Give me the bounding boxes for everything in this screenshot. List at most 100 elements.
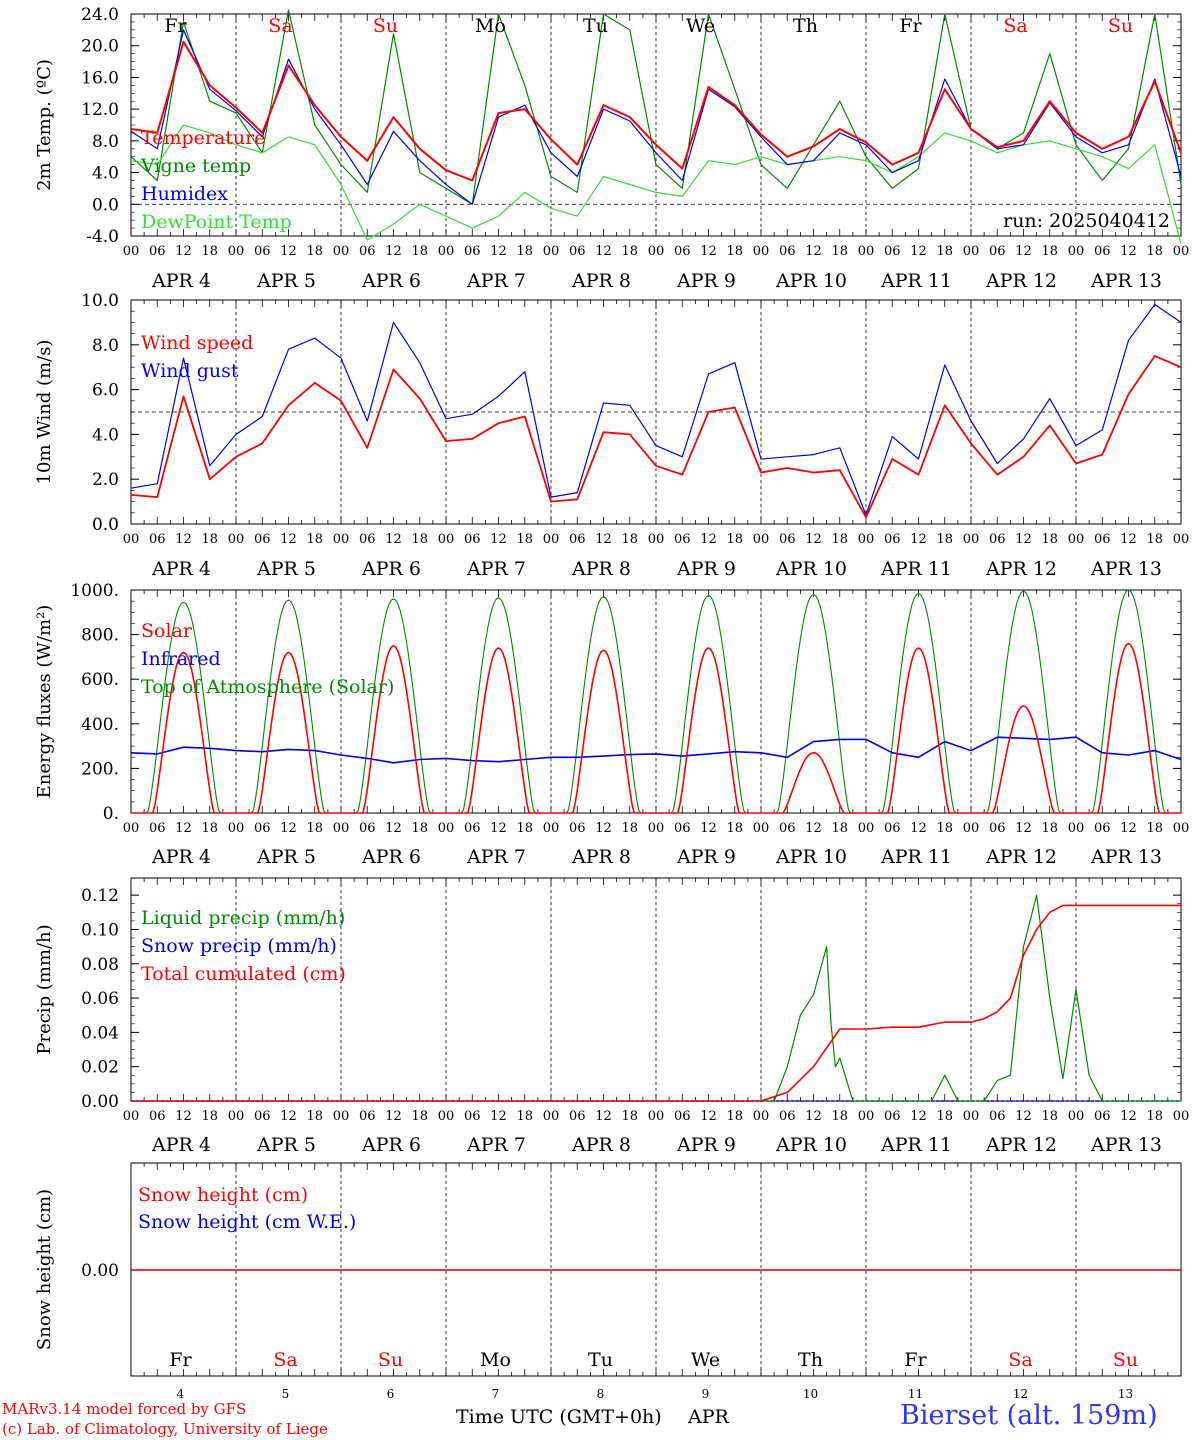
lab-credit: (c) Lab. of Climatology, University of L… [2, 1420, 328, 1438]
hour-tick-label: 06 [569, 532, 586, 547]
series-solar [131, 642, 1181, 814]
date-label: APR 10 [775, 1134, 847, 1156]
model-credit: MARv3.14 model forced by GFS [2, 1400, 247, 1418]
weekday-label: Fr [899, 15, 922, 37]
y-tick-label: -4.0 [86, 227, 119, 247]
hour-tick-label: 00 [963, 244, 980, 259]
y-axis-label: Energy fluxes (W/m²) [34, 605, 55, 799]
hour-tick-label: 12 [490, 532, 507, 547]
hour-tick-label: 00 [648, 1109, 665, 1124]
series-infrared [130, 736, 1182, 764]
date-label: APR 6 [361, 558, 421, 580]
time-axis-label: Time UTC (GMT+0h) [456, 1406, 662, 1428]
weekday-label: Tu [588, 1349, 613, 1371]
weekday-label: Tu [583, 15, 608, 37]
hour-tick-label: 06 [989, 244, 1006, 259]
date-label: APR 4 [151, 558, 211, 580]
hour-tick-label: 12 [1120, 1109, 1137, 1124]
hour-tick-label: 00 [543, 821, 560, 836]
hour-tick-label: 18 [831, 821, 848, 836]
weekday-label: Fr [169, 1349, 192, 1371]
hour-tick-label: 06 [359, 821, 376, 836]
y-tick-label: 8.0 [92, 132, 119, 152]
y-tick-label: 10.0 [81, 291, 119, 311]
hour-tick-label: 12 [280, 821, 297, 836]
time-axis-month: APR [688, 1406, 729, 1428]
hour-tick-label: 06 [569, 1109, 586, 1124]
hour-tick-label: 18 [516, 821, 533, 836]
hour-tick-label: 06 [884, 821, 901, 836]
hour-tick-label: 18 [1146, 532, 1163, 547]
hour-tick-label: 12 [490, 1109, 507, 1124]
hour-tick-label: 12 [1120, 244, 1137, 259]
hour-tick-label: 18 [411, 1109, 428, 1124]
legend-entry: Wind speed [141, 332, 253, 354]
legend-entry: Wind gust [141, 360, 239, 382]
hour-tick-label: 00 [1068, 532, 1085, 547]
y-tick-label: 4.0 [92, 164, 119, 184]
hour-tick-label: 18 [306, 532, 323, 547]
legend-entry: Total cumulated (cm) [141, 963, 346, 985]
hour-tick-label: 00 [963, 1109, 980, 1124]
weekday-label: Su [378, 1349, 403, 1371]
legend-entry: Humidex [141, 183, 228, 205]
y-tick-label: 0.00 [81, 1092, 119, 1112]
y-tick-label: 600. [81, 670, 119, 690]
hour-tick-label: 12 [175, 244, 192, 259]
weekday-label: Mo [480, 1349, 511, 1371]
hour-tick-label: 00 [438, 532, 455, 547]
y-tick-label: 1000. [70, 581, 119, 601]
weekday-label: We [686, 15, 715, 37]
hour-tick-label: 00 [858, 821, 875, 836]
y-tick-label: 200. [81, 759, 119, 779]
hour-tick-label: 06 [149, 1109, 166, 1124]
y-tick-label: 6.0 [92, 381, 119, 401]
hour-tick-label: 00 [753, 532, 770, 547]
hour-tick-label: 18 [621, 244, 638, 259]
day-number-label: 4 [177, 1387, 185, 1401]
hour-tick-label: 06 [254, 821, 271, 836]
hour-tick-label: 18 [516, 532, 533, 547]
date-label: APR 9 [676, 270, 736, 292]
date-label: APR 10 [775, 846, 847, 868]
hour-tick-label: 06 [674, 532, 691, 547]
date-label: APR 11 [880, 270, 952, 292]
hour-tick-label: 18 [936, 532, 953, 547]
hour-tick-label: 00 [858, 1109, 875, 1124]
hour-tick-label: 12 [805, 532, 822, 547]
hour-tick-label: 00 [333, 532, 350, 547]
hour-tick-label: 12 [1015, 821, 1032, 836]
date-label: APR 8 [571, 1134, 631, 1156]
hour-tick-label: 06 [779, 532, 796, 547]
hour-tick-label: 00 [123, 244, 140, 259]
weekday-label: Fr [164, 15, 187, 37]
hour-tick-label: 00 [333, 244, 350, 259]
hour-tick-label: 06 [1094, 244, 1111, 259]
date-label: APR 5 [256, 846, 316, 868]
hour-tick-label: 18 [936, 1109, 953, 1124]
date-label: APR 12 [985, 846, 1057, 868]
y-tick-label: 16.0 [81, 68, 119, 88]
y-tick-label: 0.02 [81, 1058, 119, 1078]
date-label: APR 4 [151, 846, 211, 868]
y-tick-label: 0.04 [81, 1023, 119, 1043]
y-axis-label: Snow height (cm) [34, 1189, 55, 1350]
hour-tick-label: 18 [1041, 1109, 1058, 1124]
series-wind-speed [130, 355, 1182, 519]
panel-precip: 00 06 12 18 APR 4 00 06 12 18 APR 5 00 06 12 18 APR 6 0… [34, 877, 1189, 1156]
date-label: APR 11 [880, 558, 952, 580]
hour-tick-label: 18 [726, 532, 743, 547]
hour-tick-label: 00 [1068, 1109, 1085, 1124]
hour-tick-label: 00 [1068, 821, 1085, 836]
y-tick-label: 24.0 [81, 5, 119, 25]
date-label: APR 5 [256, 1134, 316, 1156]
hour-tick-label: 12 [805, 1109, 822, 1124]
hour-tick-label: 06 [359, 532, 376, 547]
day-number-label: 11 [908, 1387, 923, 1401]
hour-tick-label: 18 [411, 821, 428, 836]
hour-tick-label: 12 [700, 532, 717, 547]
hour-tick-label: 06 [254, 1109, 271, 1124]
hour-tick-label: 18 [306, 821, 323, 836]
hour-tick-label: 00 [858, 532, 875, 547]
date-label: APR 11 [880, 1134, 952, 1156]
